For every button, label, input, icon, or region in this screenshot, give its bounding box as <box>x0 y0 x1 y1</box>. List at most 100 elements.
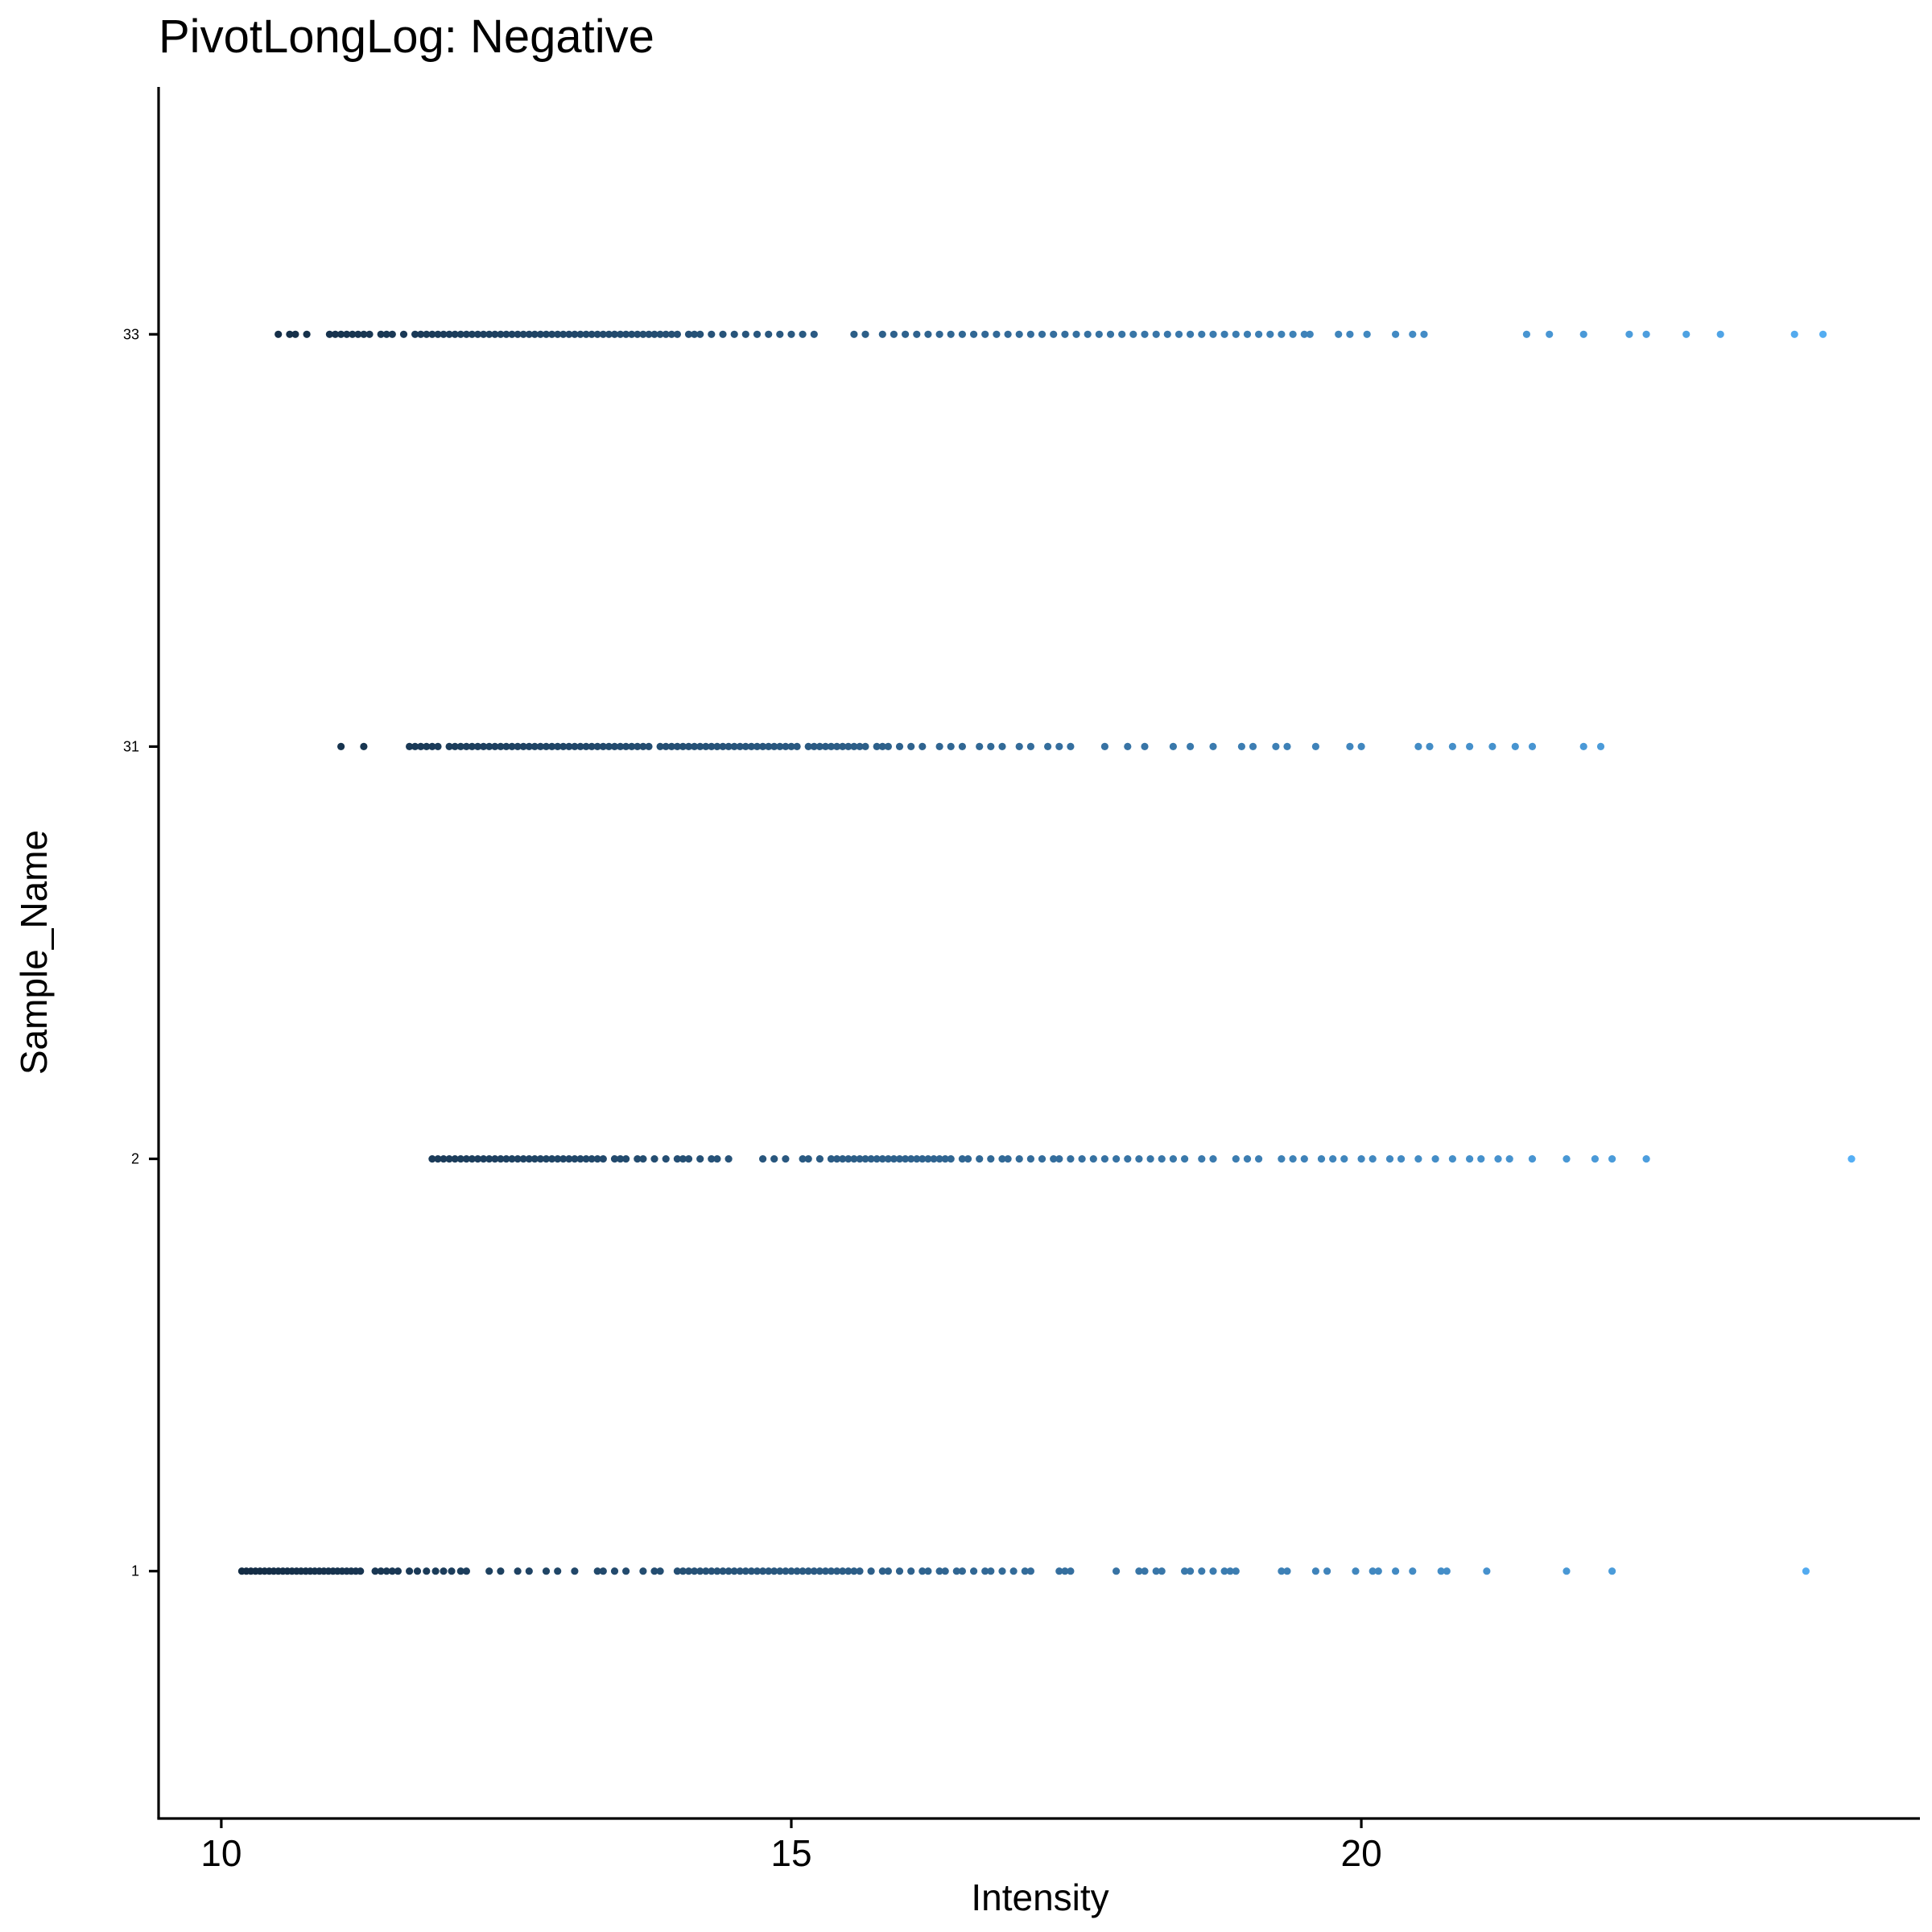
data-point <box>1608 1155 1616 1163</box>
data-point <box>554 330 562 338</box>
data-point <box>622 330 630 338</box>
data-point <box>708 330 716 338</box>
data-point <box>1158 1567 1166 1575</box>
data-point <box>417 742 425 751</box>
data-point <box>719 330 727 338</box>
data-point <box>1437 1567 1445 1575</box>
data-point <box>1158 1155 1166 1163</box>
data-point <box>708 742 716 751</box>
data-point <box>1021 1567 1029 1575</box>
x-tick-label: 15 <box>770 1832 811 1874</box>
data-point <box>970 330 978 338</box>
data-point <box>827 1155 836 1163</box>
data-point <box>844 742 852 751</box>
data-point <box>634 742 642 751</box>
data-point <box>998 742 1006 751</box>
data-point <box>1100 742 1108 751</box>
data-point <box>508 742 516 751</box>
data-point <box>804 742 812 751</box>
data-point <box>485 1567 493 1575</box>
data-point <box>833 1567 841 1575</box>
data-point <box>1209 330 1217 338</box>
data-point <box>497 742 505 751</box>
data-point <box>667 330 675 338</box>
data-point <box>736 1567 744 1575</box>
data-point <box>993 330 1001 338</box>
data-point <box>673 330 682 338</box>
data-point <box>1340 1155 1348 1163</box>
data-point <box>588 742 596 751</box>
data-point <box>417 330 425 338</box>
data-point <box>343 330 351 338</box>
data-point <box>462 1155 471 1163</box>
data-point <box>861 330 869 338</box>
data-point <box>1591 1155 1599 1163</box>
data-point <box>468 1155 477 1163</box>
data-point <box>1249 742 1257 751</box>
data-point <box>1352 1567 1360 1575</box>
data-point <box>1300 1155 1308 1163</box>
data-point <box>804 1155 812 1163</box>
data-point <box>958 1155 966 1163</box>
data-point <box>1187 330 1195 338</box>
data-point <box>1072 330 1080 338</box>
data-point <box>673 1567 682 1575</box>
data-point <box>548 1155 556 1163</box>
data-point <box>431 1567 440 1575</box>
data-point <box>1311 1567 1319 1575</box>
data-point <box>1266 330 1274 338</box>
data-point <box>753 1567 762 1575</box>
data-point <box>890 330 898 338</box>
data-point <box>765 742 773 751</box>
data-point <box>919 1567 927 1575</box>
data-point <box>1124 1155 1132 1163</box>
data-point <box>593 1155 601 1163</box>
data-point <box>480 330 488 338</box>
data-point <box>679 1155 687 1163</box>
data-point <box>708 1567 716 1575</box>
data-point <box>708 1155 716 1163</box>
data-point <box>662 742 670 751</box>
data-point <box>850 1567 858 1575</box>
data-point <box>576 1155 584 1163</box>
data-point <box>497 1155 505 1163</box>
data-point <box>924 1155 932 1163</box>
data-point <box>1374 1567 1382 1575</box>
data-point <box>747 742 756 751</box>
data-point <box>473 742 482 751</box>
data-point <box>1392 330 1400 338</box>
data-point <box>1055 1155 1063 1163</box>
data-point <box>451 742 459 751</box>
data-point <box>411 330 419 338</box>
data-point <box>514 1567 522 1575</box>
data-point <box>599 1567 607 1575</box>
data-point <box>947 742 955 751</box>
data-point <box>878 1567 886 1575</box>
data-point <box>1528 1155 1537 1163</box>
data-point <box>684 742 693 751</box>
data-point <box>1026 1155 1034 1163</box>
y-tick-label: 33 <box>123 326 139 342</box>
data-point <box>576 330 584 338</box>
data-point <box>679 1567 687 1575</box>
data-point <box>782 742 790 751</box>
data-point <box>645 742 653 751</box>
data-point <box>724 742 733 751</box>
data-point <box>776 330 784 338</box>
data-point <box>1511 742 1519 751</box>
data-point <box>542 1567 551 1575</box>
data-point <box>360 330 368 338</box>
data-point <box>582 742 590 751</box>
data-point <box>365 330 374 338</box>
data-point <box>542 1155 551 1163</box>
data-point <box>491 742 499 751</box>
data-point <box>1431 1155 1439 1163</box>
data-point <box>696 1567 704 1575</box>
data-point <box>599 330 607 338</box>
data-point <box>485 742 493 751</box>
data-point <box>895 1155 904 1163</box>
data-point <box>753 742 762 751</box>
data-point <box>1187 1567 1195 1575</box>
data-point <box>770 742 778 751</box>
